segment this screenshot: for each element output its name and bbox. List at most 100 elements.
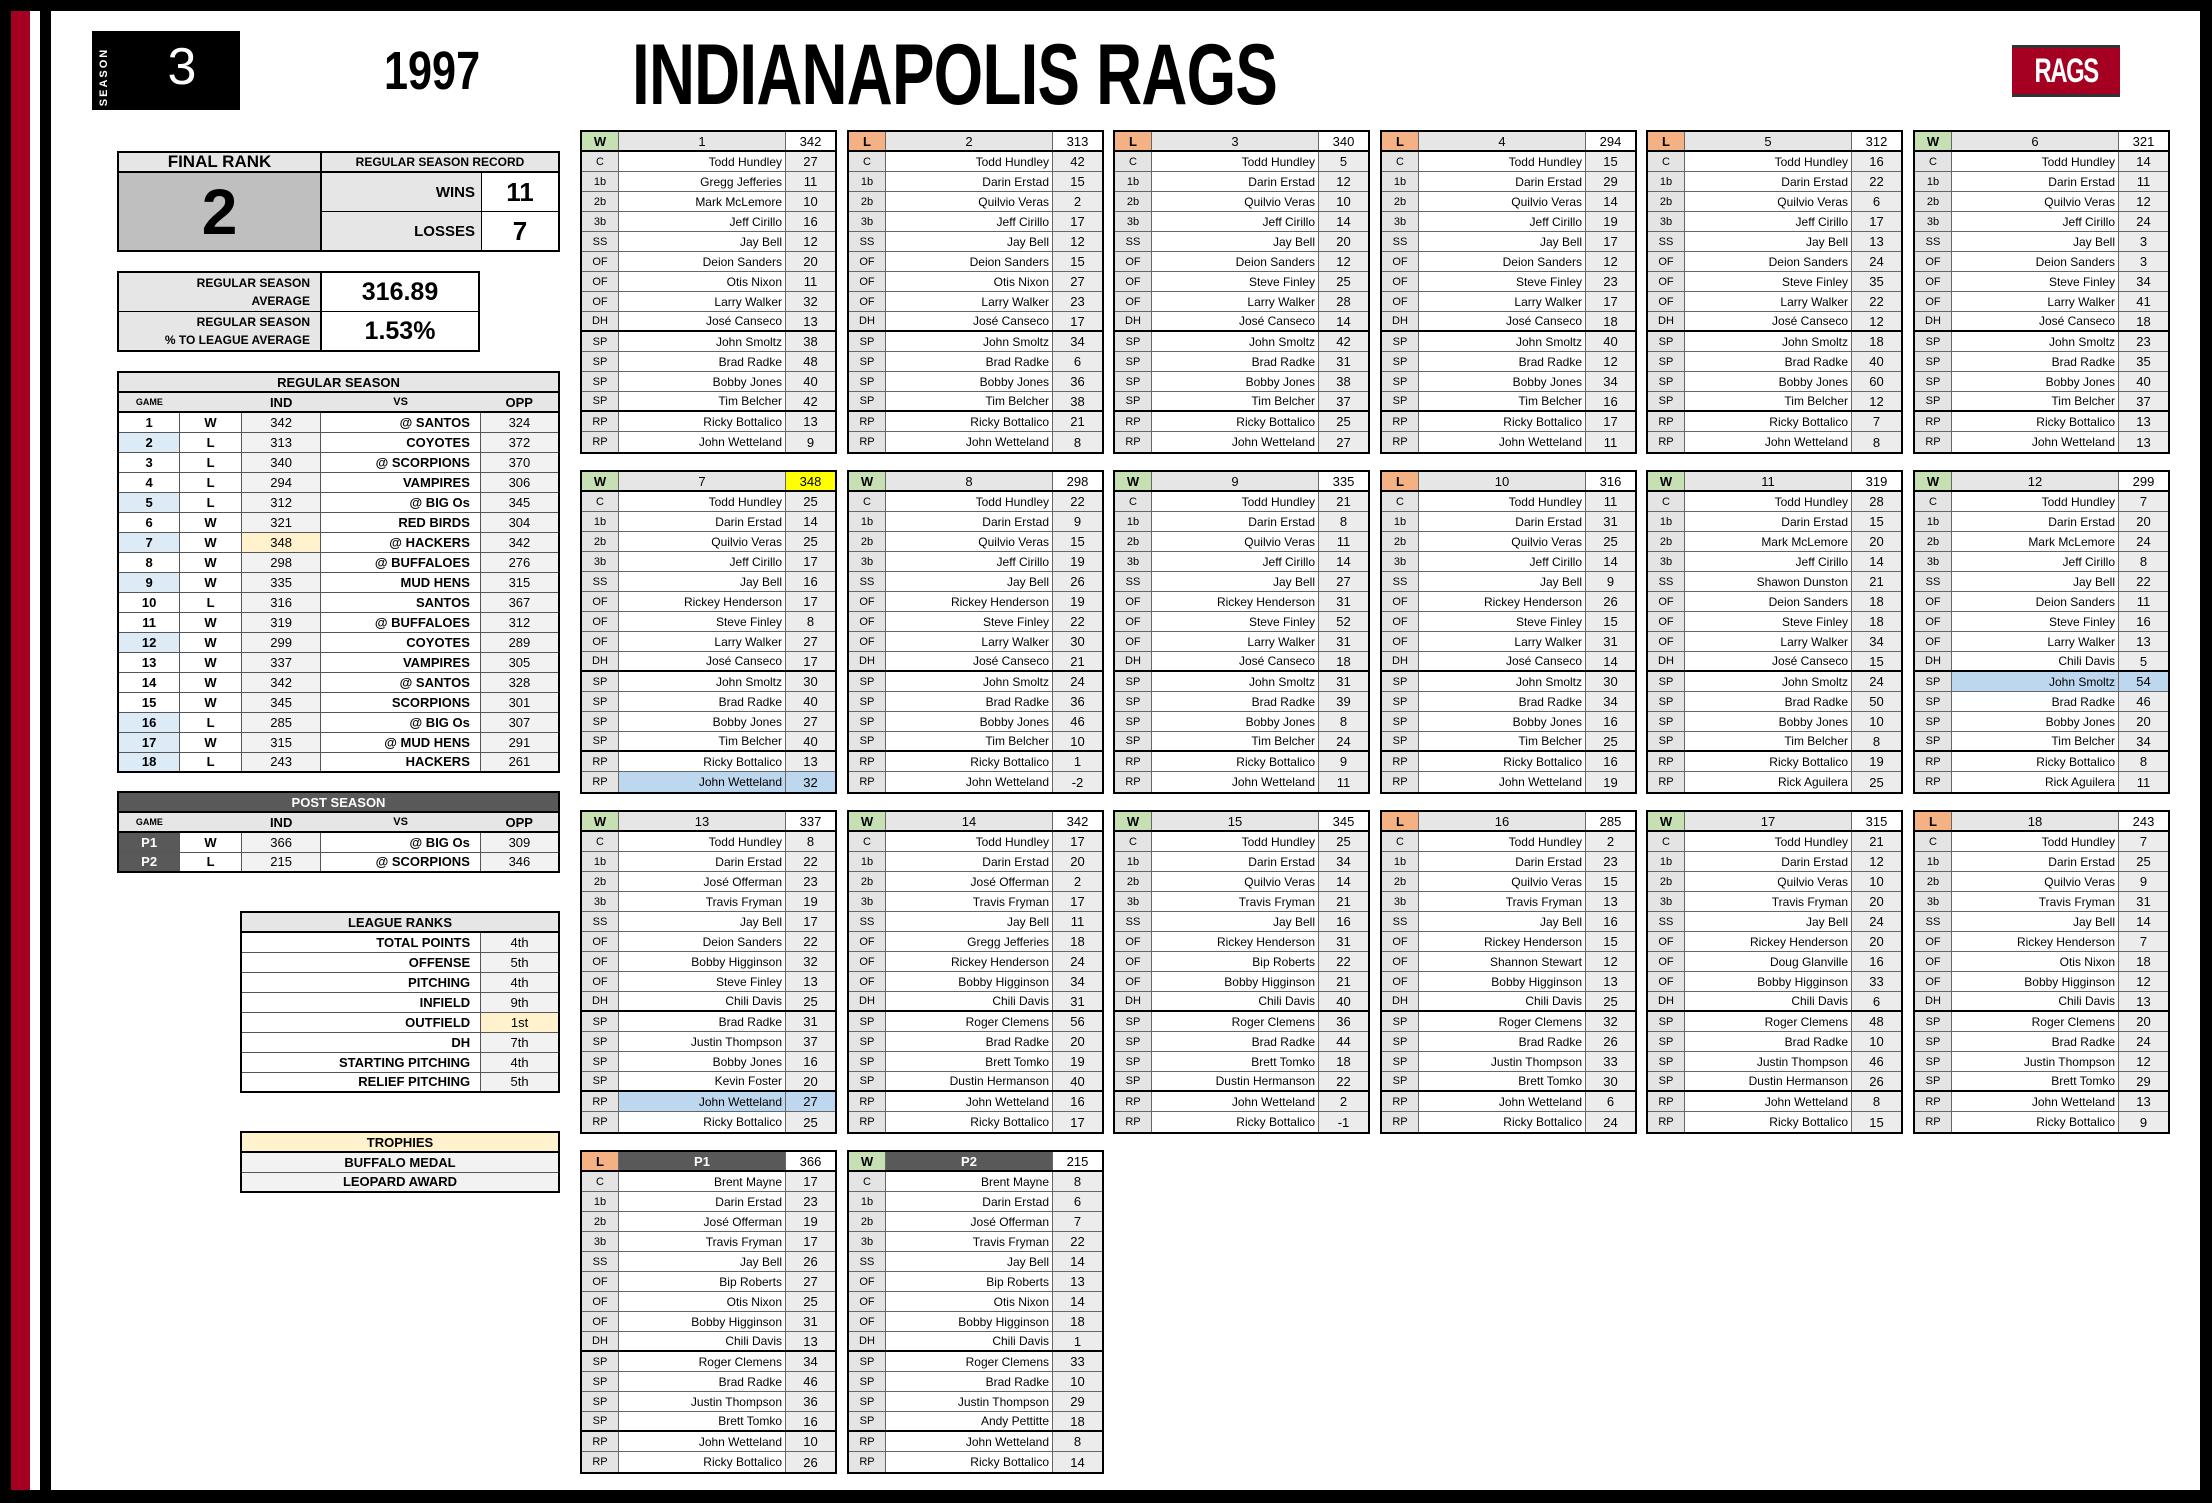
player-name: John Wetteland	[1685, 432, 1852, 452]
player-name: Brad Radke	[1685, 1032, 1852, 1051]
player-points: 31	[1319, 352, 1368, 371]
pct-value: 1.53%	[364, 316, 436, 345]
player-position: RP	[1648, 772, 1685, 792]
player-name: Bip Roberts	[1152, 952, 1319, 971]
player-position: SP	[1648, 672, 1685, 691]
player-position: SP	[1648, 352, 1685, 371]
game-label: 15	[1152, 812, 1319, 830]
player-row: SS Jay Bell 16	[1115, 912, 1368, 932]
player-points: 25	[1319, 832, 1368, 851]
player-row: SP Bobby Jones 38	[1115, 372, 1368, 392]
opp-score: 306	[479, 471, 560, 493]
player-points: 11	[2119, 592, 2168, 611]
opponent: @ BUFFALOES	[320, 551, 481, 573]
player-row: RP John Wetteland 32	[582, 772, 835, 792]
player-row: SS Jay Bell 26	[582, 1252, 835, 1272]
player-row: SP Brad Radke 36	[849, 692, 1102, 712]
player-position: OF	[1915, 292, 1952, 311]
game-result: W	[179, 671, 242, 693]
ind-score: 345	[240, 691, 322, 713]
player-row: 3b Jeff Cirillo 8	[1915, 552, 2168, 572]
player-position: RP	[582, 772, 619, 792]
player-row: SS Jay Bell 17	[1382, 232, 1635, 252]
player-position: SP	[1648, 1052, 1685, 1071]
player-name: Jeff Cirillo	[886, 212, 1053, 231]
player-name: Deion Sanders	[1152, 252, 1319, 271]
player-row: 1b Darin Erstad 20	[1915, 512, 2168, 532]
player-points: 27	[786, 712, 835, 731]
player-name: Bobby Jones	[1419, 712, 1586, 731]
player-name: Bobby Jones	[1419, 372, 1586, 391]
player-points: 10	[1053, 732, 1102, 750]
player-name: Deion Sanders	[619, 932, 786, 951]
player-points: 30	[1053, 632, 1102, 651]
player-points: 20	[1852, 932, 1901, 951]
player-position: SP	[1382, 1032, 1419, 1051]
player-points: 41	[2119, 292, 2168, 311]
player-row: C Todd Hundley 11	[1382, 492, 1635, 512]
player-name: Brad Radke	[1152, 352, 1319, 371]
player-row: 3b Jeff Cirillo 14	[1382, 552, 1635, 572]
game-number: P2	[117, 851, 181, 873]
game-result: W	[1115, 812, 1152, 830]
player-name: Brad Radke	[1952, 352, 2119, 371]
player-position: OF	[1382, 292, 1419, 311]
player-position: 3b	[1115, 552, 1152, 571]
player-row: RP John Wetteland 13	[1915, 432, 2168, 452]
player-name: José Canseco	[886, 312, 1053, 330]
player-position: OF	[1648, 972, 1685, 991]
player-name: John Smoltz	[1152, 672, 1319, 691]
player-row: 1b Darin Erstad 23	[1382, 852, 1635, 872]
player-name: Tim Belcher	[1952, 732, 2119, 750]
player-row: RP Ricky Bottalico 17	[1382, 412, 1635, 432]
player-name: Darin Erstad	[619, 1192, 786, 1211]
player-name: José Canseco	[619, 652, 786, 670]
game-box: L 18 243 C Todd Hundley 7 1b Darin Erstad 25 2b Qu…	[1913, 810, 2170, 1134]
player-name: Shannon Stewart	[1419, 952, 1586, 971]
player-row: SP John Smoltz 40	[1382, 332, 1635, 352]
player-points: 36	[1319, 1012, 1368, 1031]
player-position: RP	[582, 412, 619, 431]
season-number: 3	[167, 38, 197, 96]
player-name: Steve Finley	[1152, 272, 1319, 291]
player-position: 1b	[1382, 852, 1419, 871]
player-name: Bobby Jones	[1152, 712, 1319, 731]
player-position: C	[582, 832, 619, 851]
ind-score: 340	[240, 451, 322, 473]
player-row: 1b Darin Erstad 8	[1115, 512, 1368, 532]
player-name: Bobby Jones	[1685, 712, 1852, 731]
player-points: 18	[1319, 652, 1368, 670]
player-name: Larry Walker	[1152, 292, 1319, 311]
player-position: RP	[1115, 412, 1152, 431]
player-row: SP Brad Radke 40	[1648, 352, 1901, 372]
player-name: José Canseco	[886, 652, 1053, 670]
player-position: SP	[1382, 332, 1419, 351]
player-name: Bip Roberts	[619, 1272, 786, 1291]
game-result: L	[849, 132, 886, 150]
rank-label: TOTAL POINTS	[240, 931, 482, 953]
player-position: RP	[1648, 752, 1685, 771]
logo-text: RAGS	[2034, 52, 2099, 90]
player-position: SP	[582, 1392, 619, 1411]
player-points: 17	[1852, 212, 1901, 231]
player-name: Bobby Higginson	[1152, 972, 1319, 991]
player-position: OF	[1115, 292, 1152, 311]
player-row: RP Ricky Bottalico 1	[849, 752, 1102, 772]
player-row: DH Chili Davis 40	[1115, 992, 1368, 1012]
player-row: C Todd Hundley 17	[849, 832, 1102, 852]
player-points: 48	[786, 352, 835, 371]
game-box-header: W 1 342	[582, 132, 835, 152]
player-points: 15	[1586, 612, 1635, 631]
player-position: SS	[582, 572, 619, 591]
player-name: Larry Walker	[1952, 292, 2119, 311]
player-position: SS	[582, 232, 619, 251]
player-name: Quilvio Veras	[886, 192, 1053, 211]
player-row: C Todd Hundley 7	[1915, 492, 2168, 512]
player-row: SP Brett Tomko 18	[1115, 1052, 1368, 1072]
player-position: SS	[582, 1252, 619, 1271]
player-points: 9	[2119, 872, 2168, 891]
player-position: SP	[1115, 1012, 1152, 1031]
player-row: 2b Quilvio Veras 25	[582, 532, 835, 552]
player-position: OF	[849, 272, 886, 291]
player-row: SP Dustin Hermanson 26	[1648, 1072, 1901, 1092]
